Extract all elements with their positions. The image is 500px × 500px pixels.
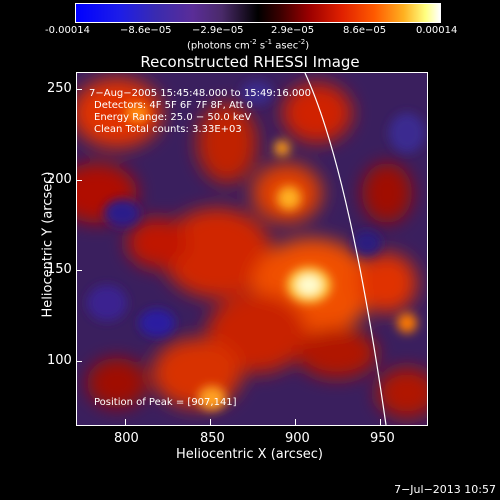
colorbar <box>75 3 441 23</box>
time-range-label: 7−Aug−2005 15:45:48.000 to 15:49:16.000 <box>89 88 312 99</box>
colorbar-tick: −2.9e−05 <box>192 25 244 36</box>
colorbar-tick: −8.6e−05 <box>120 25 172 36</box>
detectors-label: Detectors: 4F 5F 6F 7F 8F, Att 0 <box>94 100 254 111</box>
y-tick-label: 200 <box>47 172 72 187</box>
x-tick-label: 800 <box>114 431 139 446</box>
y-axis-title: Heliocentric Y (arcsec) <box>40 171 56 318</box>
x-tick-label: 950 <box>370 431 395 446</box>
rhessi-image: 7−Aug−2005 15:45:48.000 to 15:49:16.000 … <box>76 72 428 426</box>
solar-limb-line <box>304 73 387 425</box>
y-tick-label: 150 <box>47 262 72 277</box>
energy-range-label: Energy Range: 25.0 − 50.0 keV <box>94 112 252 123</box>
colorbar-tick: 8.6e−05 <box>343 25 387 36</box>
y-tick-label: 100 <box>47 353 72 368</box>
rhessi-image-map <box>77 73 427 425</box>
peak-position-label: Position of Peak = [907,141] <box>94 397 237 408</box>
colorbar-tick: 2.9e−05 <box>271 25 315 36</box>
colorbar-units: (photons cm-2 s-1 asec-2) <box>187 38 310 52</box>
colorbar-tick: -0.00014 <box>45 25 90 36</box>
y-tick-label: 250 <box>47 81 72 96</box>
x-axis-title: Heliocentric X (arcsec) <box>176 447 323 462</box>
render-timestamp: 7−Jul−2013 10:57 <box>394 483 496 496</box>
x-tick-label: 900 <box>285 431 310 446</box>
x-tick-label: 850 <box>200 431 225 446</box>
clean-counts-label: Clean Total counts: 3.33E+03 <box>94 124 242 135</box>
colorbar-tick: 0.00014 <box>416 25 458 36</box>
image-title: Reconstructed RHESSI Image <box>140 53 360 71</box>
